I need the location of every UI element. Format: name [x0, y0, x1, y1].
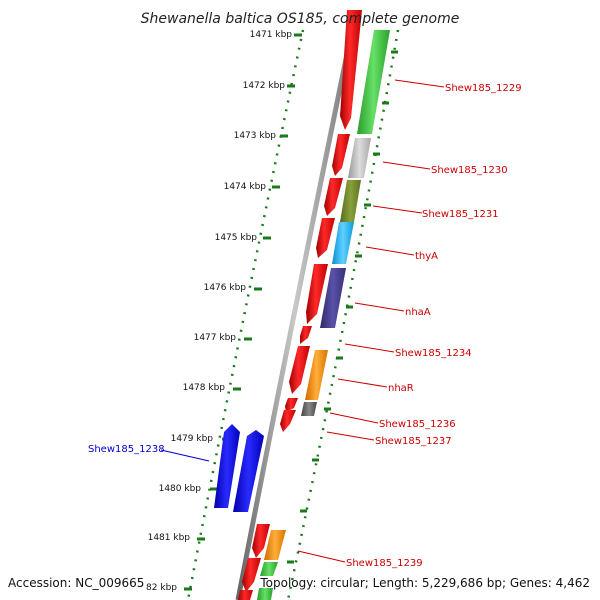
- map-title: Shewanella baltica OS185, complete genom…: [141, 11, 460, 27]
- gene-orange-a[interactable]: [305, 350, 328, 400]
- gene-label[interactable]: Shew185_1236: [379, 419, 456, 430]
- accession-text: Accession: NC_009665: [8, 576, 144, 590]
- gene-label[interactable]: Shew185_1231: [422, 209, 499, 220]
- gene-darkgray[interactable]: [301, 402, 317, 416]
- gene-shew185-1230-red[interactable]: [332, 134, 350, 176]
- gene-shew185-1231-red[interactable]: [324, 178, 343, 216]
- gene-cyan[interactable]: [332, 222, 354, 264]
- tick-label: 1479 kbp: [171, 434, 214, 444]
- gene-thyA-red[interactable]: [316, 218, 335, 258]
- gene-label[interactable]: nhaA: [405, 307, 431, 318]
- gene-label[interactable]: thyA: [415, 251, 438, 262]
- inner-dotted-arc: [186, 29, 305, 600]
- gene-small-red-a[interactable]: [300, 326, 312, 344]
- gene-green-b[interactable]: [260, 562, 278, 576]
- gene-small-red-b[interactable]: [285, 398, 298, 412]
- topology-text: Topology: circular; Length: 5,229,686 bp…: [259, 576, 590, 590]
- gene-labels: Shew185_1229 Shew185_1230 Shew185_1231 t…: [88, 83, 522, 569]
- tick-label: 1480 kbp: [159, 484, 202, 494]
- gene-shew185-1239-red-b[interactable]: [242, 558, 261, 592]
- gene-nhaA-red[interactable]: [306, 264, 328, 324]
- tick-label: 1478 kbp: [183, 383, 226, 393]
- forward-genes: [238, 10, 362, 600]
- gene-shew185-1229-red[interactable]: [340, 10, 362, 130]
- gene-gray[interactable]: [348, 138, 371, 178]
- outer-ticks: [287, 50, 398, 564]
- gene-purple[interactable]: [320, 268, 346, 328]
- tick-label: 1473 kbp: [234, 131, 277, 141]
- gene-shew185-1239-red-a[interactable]: [252, 524, 270, 558]
- gene-label[interactable]: Shew185_1237: [375, 436, 452, 447]
- gene-shew185-1234-red[interactable]: [289, 346, 310, 394]
- tick-label: 1475 kbp: [215, 233, 258, 243]
- kbp-labels: 1471 kbp 1472 kbp 1473 kbp 1474 kbp 1475…: [146, 30, 292, 593]
- tick-label: 1476 kbp: [204, 283, 247, 293]
- gene-shew185-1237-red[interactable]: [280, 410, 296, 432]
- gene-label[interactable]: Shew185_1230: [431, 165, 508, 176]
- leader-lines: [160, 79, 445, 563]
- gene-shew185-1238-b[interactable]: [233, 430, 264, 512]
- gene-shew185-1238-a[interactable]: [214, 424, 240, 508]
- colored-genes: [257, 30, 390, 600]
- outer-dotted-arc: [286, 29, 400, 600]
- gene-olive[interactable]: [340, 180, 361, 222]
- tick-label: 1481 kbp: [148, 533, 191, 543]
- tick-label: 1472 kbp: [243, 81, 286, 91]
- genome-backbone: [235, 29, 355, 600]
- gene-label[interactable]: Shew185_1238: [88, 444, 165, 455]
- tick-label: 1474 kbp: [224, 182, 267, 192]
- tick-label: 82 kbp: [146, 583, 177, 593]
- tick-label: 1471 kbp: [250, 30, 293, 40]
- gene-label[interactable]: Shew185_1234: [395, 348, 472, 359]
- gene-label[interactable]: Shew185_1239: [346, 558, 423, 569]
- blue-genes: [214, 424, 264, 512]
- gene-label[interactable]: nhaR: [388, 383, 414, 394]
- gene-label[interactable]: Shew185_1229: [445, 83, 522, 94]
- gene-edge-red[interactable]: [238, 590, 253, 600]
- gene-green[interactable]: [357, 30, 390, 134]
- tick-label: 1477 kbp: [194, 333, 237, 343]
- gene-green-c[interactable]: [257, 588, 273, 600]
- gene-orange-b[interactable]: [264, 530, 286, 560]
